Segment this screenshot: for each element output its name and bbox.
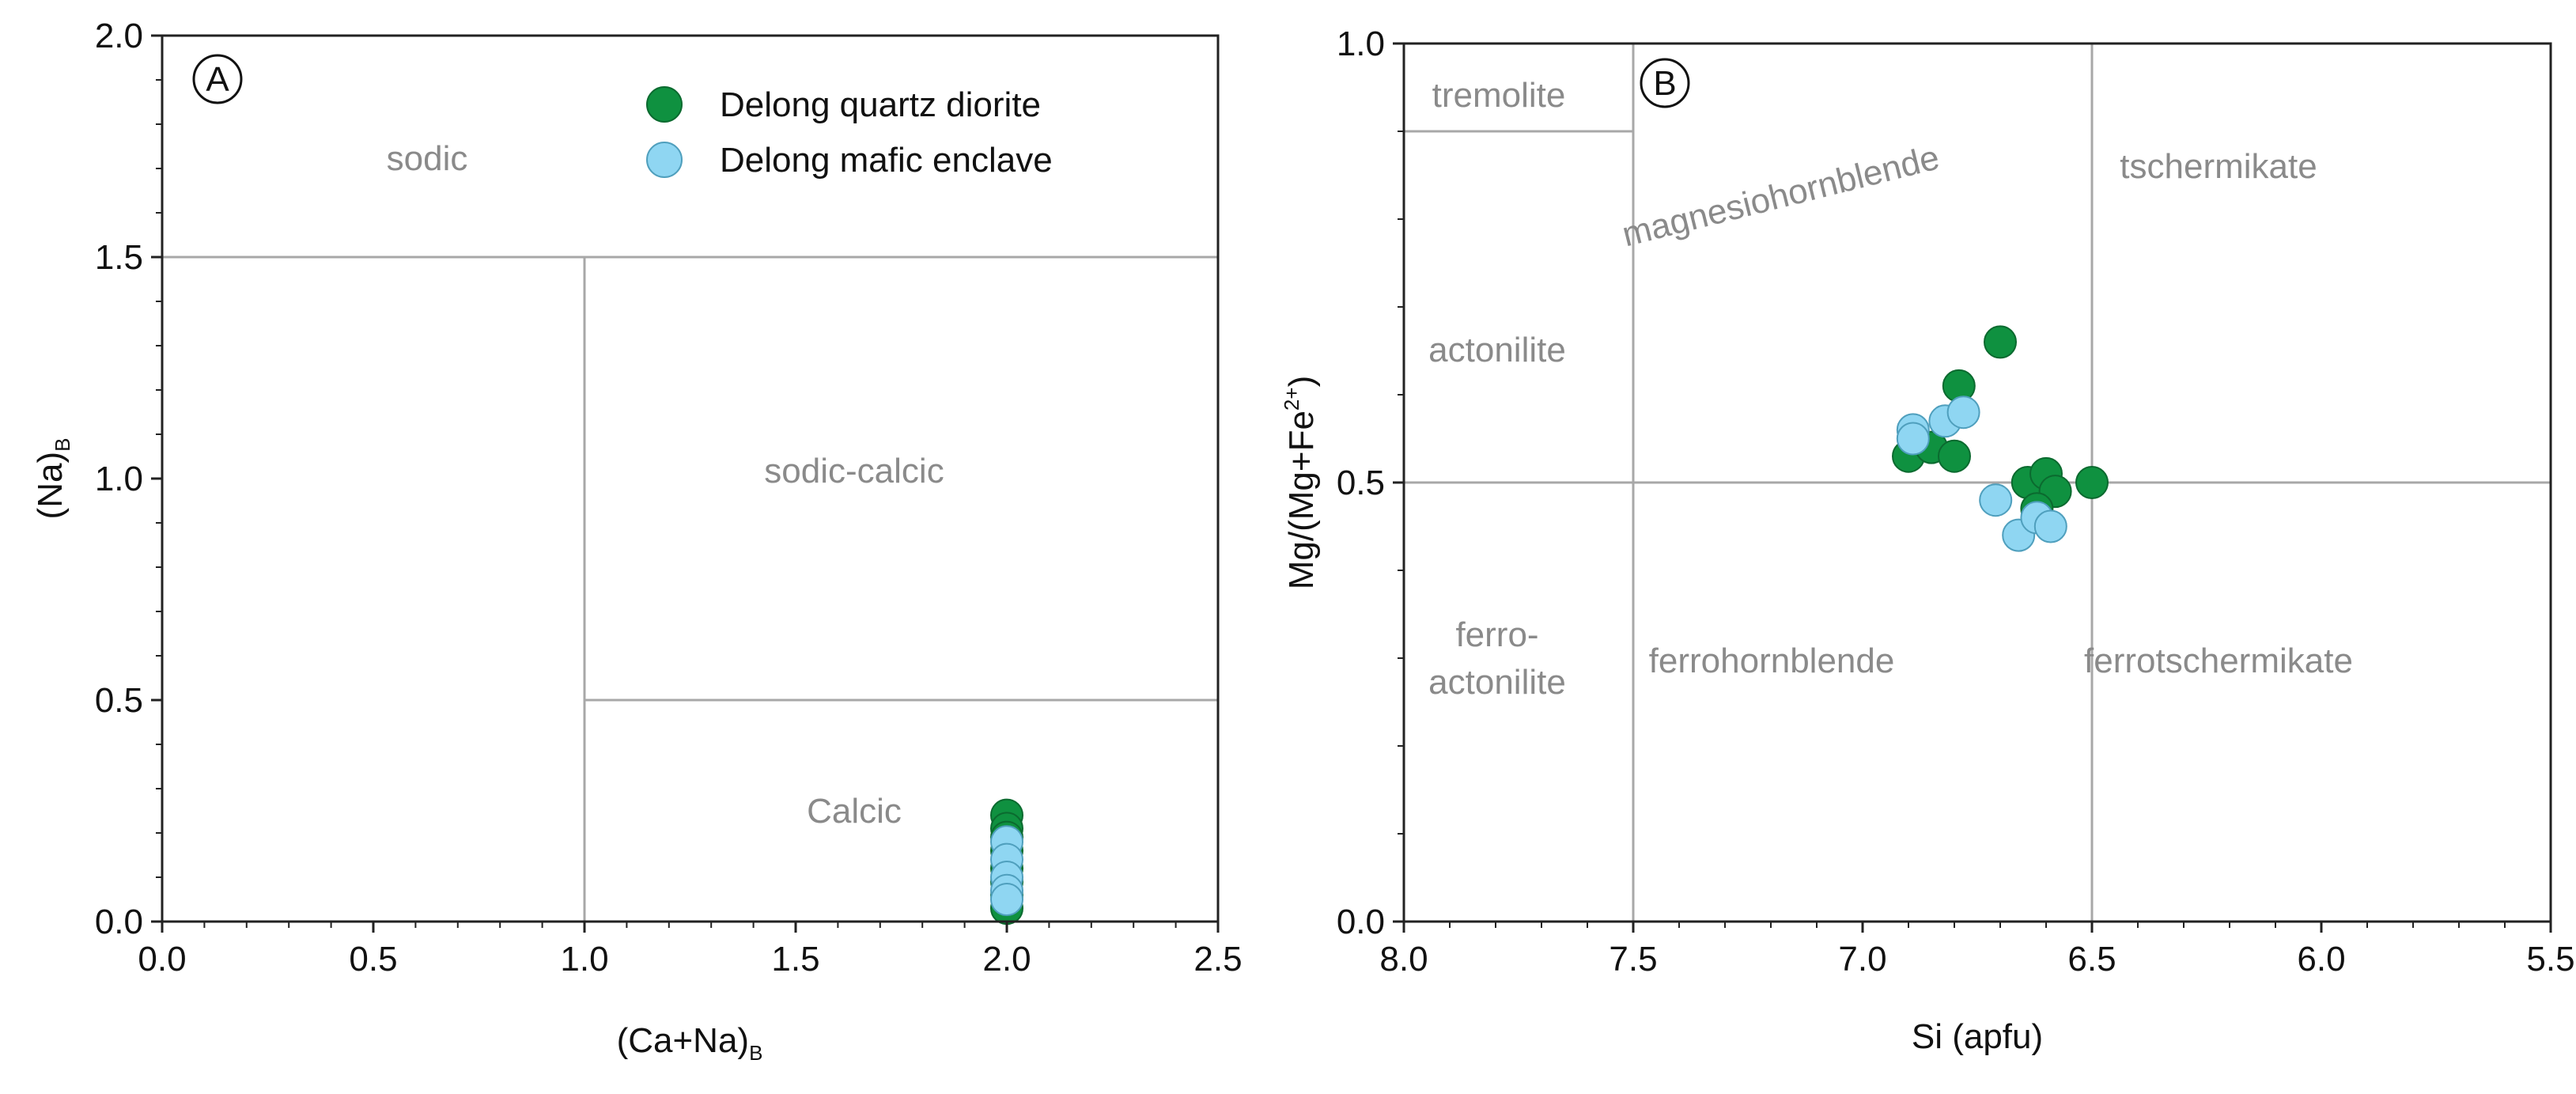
panel-b-data-points (1892, 325, 2109, 552)
panel-b-point-mafic-enclave (1946, 396, 1980, 430)
panel-b-x-tick-label: 6.0 (2297, 940, 2345, 979)
panel-a-data-points (990, 798, 1023, 926)
panel-a-y-tick-label: 1.0 (95, 460, 143, 498)
panel-a-y-axis-title-main: (Na) (31, 452, 70, 520)
panel-b-x-tick-label: 7.0 (1838, 940, 1886, 979)
legend-marker-mafic-enclave (646, 142, 683, 178)
panel-b-point-quartz-diorite (2075, 466, 2109, 499)
panel-b-point-quartz-diorite (1984, 325, 2017, 359)
panel-a-y-tick-label: 1.5 (95, 238, 143, 277)
panel-b-ticks: 8.0 7.5 7.0 6.5 6.0 5.5 0.0 0.5 1.0 (1337, 25, 2575, 979)
legend-label-quartz-diorite: Delong quartz diorite (720, 85, 1041, 124)
legend-marker-quartz-diorite (646, 86, 683, 123)
field-ferro-actonilite-line2: actonilite (1428, 663, 1566, 702)
panel-b-x-tick-label: 5.5 (2526, 940, 2574, 979)
panel-b-letter: B (1653, 64, 1676, 103)
field-ferrotschermikate: ferrotschermikate (2084, 642, 2353, 680)
panel-b-point-quartz-diorite (1938, 439, 1971, 473)
panel-a-y-tick-label: 2.0 (95, 17, 143, 55)
panel-a-x-tick-label: 2.5 (1193, 940, 1242, 979)
panel-b-frame (1402, 42, 2552, 923)
panel-a-background (162, 36, 1218, 922)
legend-label-mafic-enclave: Delong mafic enclave (720, 141, 1053, 180)
panel-a-letter: A (206, 60, 229, 99)
field-tschermikate: tschermikate (2120, 147, 2317, 186)
field-calcic: Calcic (807, 792, 902, 831)
field-sodic: sodic (387, 139, 468, 178)
panel-a-x-axis-title-sub: B (749, 1041, 762, 1065)
panel-a-x-axis-title-main: (Ca+Na) (617, 1021, 750, 1060)
legend: Delong quartz diorite Delong mafic encla… (646, 85, 1053, 180)
panel-a-y-tick-label: 0.0 (95, 903, 143, 941)
panel-b-x-tick-label: 7.5 (1609, 940, 1657, 979)
panel-b-y-tick-label: 0.0 (1337, 903, 1385, 941)
panel-b-y-axis-title-sup: 2+ (1280, 387, 1303, 411)
panel-a-y-tick-label: 0.5 (95, 681, 143, 720)
panel-a-ticks: 0.0 0.5 1.0 1.5 2.0 2.5 0.0 0.5 1.0 1.5 2.0 (95, 17, 1243, 979)
panel-a-x-axis-title: (Ca+Na)B (617, 1021, 763, 1065)
field-actonilite: actonilite (1428, 331, 1566, 369)
panel-a: sodic sodic-calcic Calcic 0.0 0.5 1.0 1.5 2.… (31, 17, 1243, 1065)
panel-a-y-axis-title-sub: B (51, 438, 74, 452)
panel-a-x-tick-label: 0.5 (349, 940, 397, 979)
panel-a-x-tick-label: 1.5 (771, 940, 819, 979)
panel-b-y-axis-title: Mg/(Mg+Fe2+) (1280, 376, 1321, 589)
field-sodic-calcic: sodic-calcic (764, 452, 944, 490)
field-ferrohornblende: ferrohornblende (1649, 642, 1895, 680)
panel-a-letter-circle (192, 54, 243, 104)
panel-a-frame (161, 34, 1220, 923)
panel-a-x-tick-label: 0.0 (138, 940, 186, 979)
panel-b-y-axis-title-end: ) (1282, 376, 1321, 388)
panel-a-x-tick-label: 2.0 (982, 940, 1031, 979)
field-tremolite: tremolite (1432, 76, 1566, 115)
panel-a-y-axis-title: (Na)B (31, 438, 74, 520)
panel-b-point-mafic-enclave (1896, 422, 1930, 456)
field-ferro-actonilite-line1: ferro- (1455, 615, 1538, 654)
panel-b: tremolite magnesiohornblende tschermikat… (1280, 25, 2575, 1056)
panel-b-x-tick-label: 8.0 (1379, 940, 1428, 979)
panel-b-y-tick-label: 1.0 (1337, 25, 1385, 63)
panel-a-point-mafic-enclave (990, 883, 1023, 916)
panel-b-point-mafic-enclave (2033, 509, 2067, 543)
panel-b-point-mafic-enclave (1979, 483, 2013, 517)
panel-b-x-tick-label: 6.5 (2067, 940, 2116, 979)
panel-b-letter-circle (1640, 58, 1690, 108)
panel-b-y-axis-title-main: Mg/(Mg+Fe (1282, 411, 1321, 589)
panel-b-x-axis-title: Si (apfu) (1912, 1017, 2043, 1056)
panel-b-y-tick-label: 0.5 (1337, 464, 1385, 502)
panel-a-x-tick-label: 1.0 (560, 940, 608, 979)
panel-a-field-boundaries (162, 256, 1218, 922)
